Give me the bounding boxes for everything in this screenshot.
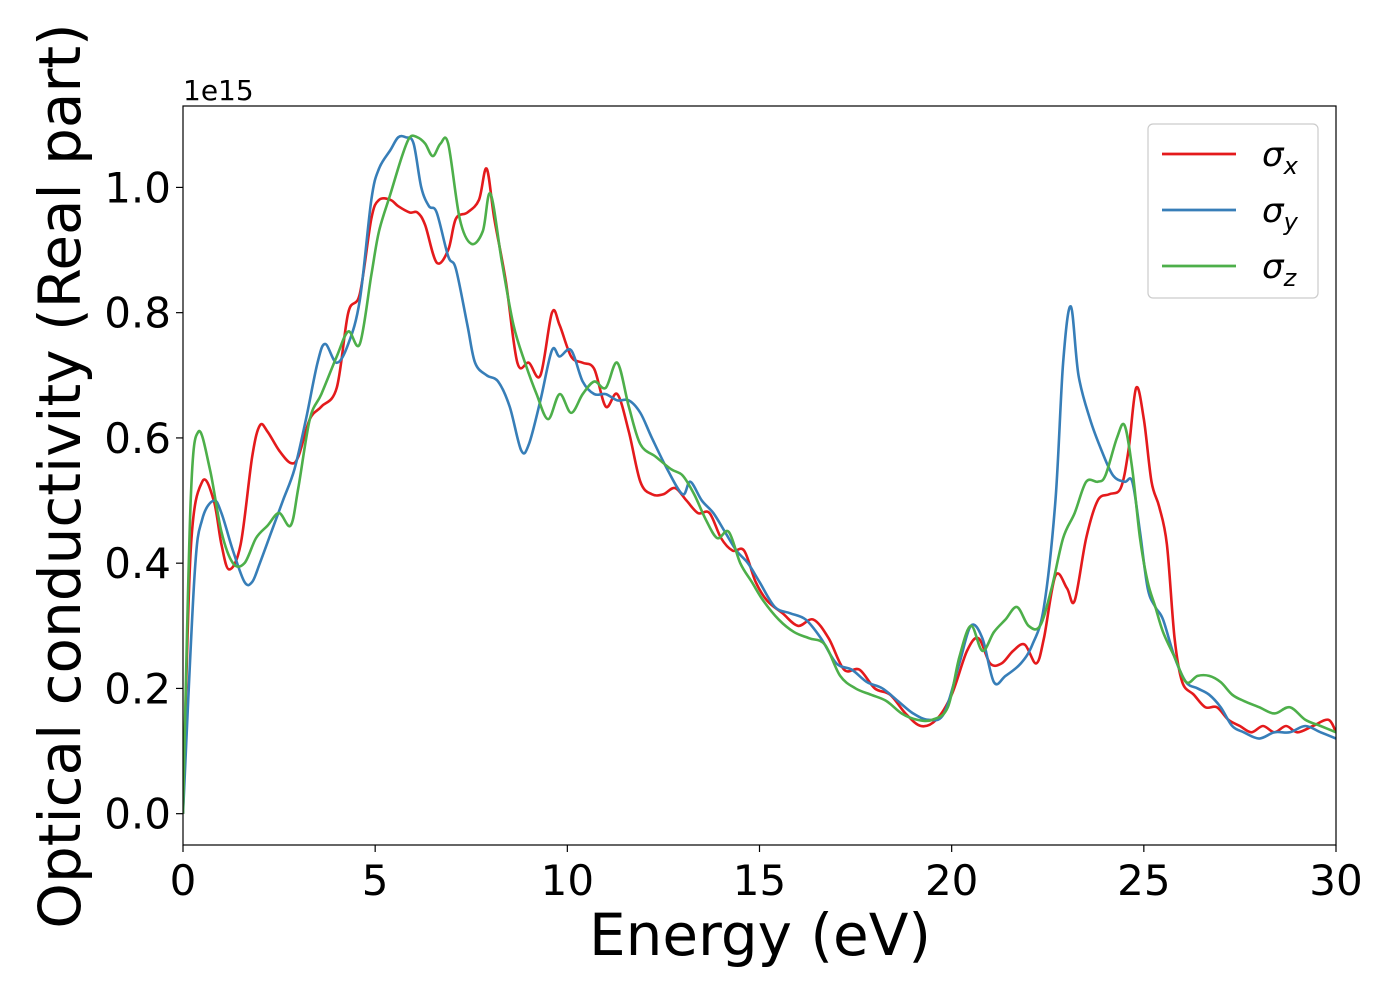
y-tick-label: 0.6 — [104, 414, 171, 463]
series-line-y — [183, 134, 1336, 814]
legend-label: σx — [1262, 135, 1299, 180]
series-line-x — [183, 167, 1336, 814]
legend-item-y: σy — [1162, 191, 1299, 236]
x-tick-label: 10 — [541, 856, 594, 905]
y-tick-label: 0.0 — [104, 790, 171, 839]
legend-label: σy — [1262, 191, 1299, 236]
x-axis-label: Energy (eV) — [589, 901, 931, 969]
series-group — [183, 134, 1336, 814]
x-tick-label: 25 — [1117, 856, 1170, 905]
legend: σx σy σz — [1147, 123, 1319, 299]
y-tick-label: 0.8 — [104, 289, 171, 338]
legend-item-z: σz — [1162, 247, 1298, 292]
x-tick-label: 0 — [170, 856, 197, 905]
y-axis-offset-label: 1e15 — [183, 74, 254, 107]
axis-labels: Energy (eV) Optical conductivity (Real p… — [26, 23, 931, 969]
axis-ticks: 0 5 10 15 20 25 30 0.0 0.2 0.4 0.6 0.8 1.0 — [104, 163, 1363, 905]
series-line-z — [183, 134, 1336, 814]
x-tick-label: 15 — [733, 856, 786, 905]
x-tick-label: 20 — [925, 856, 978, 905]
y-axis-label: Optical conductivity (Real part) — [26, 23, 94, 928]
plot-area — [182, 105, 1337, 846]
y-tick-label: 1.0 — [104, 163, 171, 212]
x-tick-label: 30 — [1309, 856, 1362, 905]
legend-item-x: σx — [1162, 135, 1299, 180]
y-tick-label: 0.4 — [104, 539, 171, 588]
y-tick-label: 0.2 — [104, 664, 171, 713]
x-tick-label: 5 — [362, 856, 389, 905]
legend-label: σz — [1262, 247, 1298, 292]
